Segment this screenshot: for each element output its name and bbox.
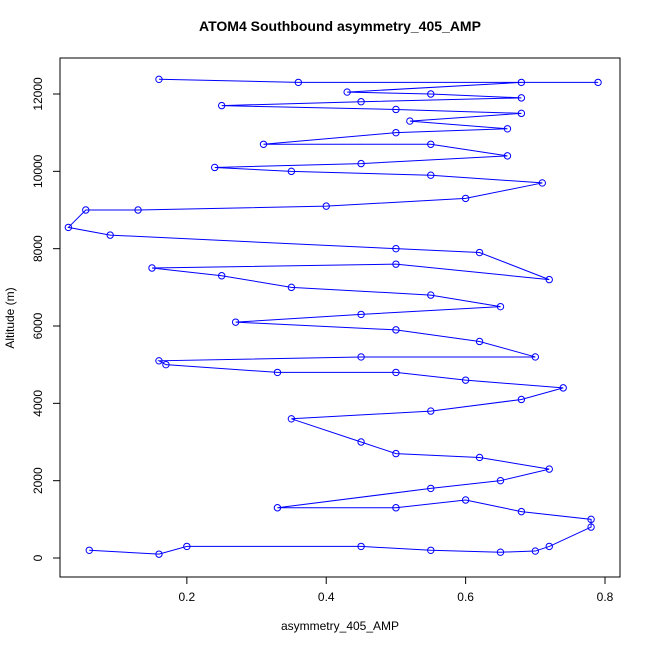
data-point (134, 206, 142, 214)
data-point (64, 223, 73, 232)
data-point (545, 542, 553, 551)
data-point (217, 101, 226, 110)
data-point (294, 78, 303, 87)
data-point (517, 395, 526, 404)
data-point (211, 163, 219, 172)
data-point (427, 90, 435, 98)
data-point (162, 360, 170, 369)
data-point (496, 548, 505, 556)
data-point (531, 353, 540, 361)
data-point (392, 326, 400, 334)
data-point (517, 507, 526, 516)
y-axis-label: Altitude (m) (3, 287, 17, 348)
data-point (259, 140, 268, 148)
data-point (322, 202, 330, 210)
data-point (357, 353, 365, 361)
data-point (273, 504, 282, 512)
data-point (106, 231, 114, 239)
data-point (427, 484, 435, 493)
data-point (461, 194, 470, 203)
y-tick-label: 10000 (31, 154, 45, 188)
data-point (517, 94, 526, 102)
data-point (531, 547, 540, 555)
data-point (357, 310, 365, 319)
y-tick-label: 0 (31, 554, 45, 561)
data-point (392, 128, 400, 137)
data-point (287, 415, 296, 423)
x-tick-label: 0.8 (597, 590, 614, 604)
data-point (545, 465, 553, 473)
data-point (231, 318, 240, 326)
data-point (496, 476, 505, 485)
data-point (85, 546, 93, 554)
data-point (287, 167, 296, 176)
data-point (343, 88, 351, 96)
data-point (496, 302, 505, 311)
data-point (427, 546, 435, 554)
data-point (357, 159, 365, 168)
chart-title: ATOM4 Southbound asymmetry_405_AMP (199, 18, 481, 34)
data-point (517, 109, 526, 118)
data-point (148, 264, 156, 272)
data-point (475, 337, 484, 346)
plot-frame (59, 57, 621, 578)
data-point (594, 78, 602, 87)
data-point (503, 125, 512, 133)
data-point (427, 407, 435, 415)
data-point (82, 206, 90, 214)
y-tick-label: 2000 (31, 467, 45, 494)
data-point (427, 140, 435, 148)
y-tick-label: 12000 (31, 77, 45, 111)
data-point (427, 171, 435, 179)
data-point (217, 272, 226, 280)
data-point (503, 152, 512, 160)
data-point (406, 117, 414, 125)
data-point (392, 449, 400, 458)
data-point (392, 260, 400, 268)
data-point (357, 98, 365, 106)
data-point (427, 291, 435, 299)
data-point (392, 504, 400, 512)
data-point (155, 357, 163, 365)
x-tick-label: 0.2 (179, 590, 196, 604)
data-point (517, 78, 526, 87)
data-point (183, 542, 191, 551)
data-point (461, 496, 470, 504)
y-tick-label: 8000 (31, 235, 45, 262)
data-point (392, 368, 400, 377)
data-point (357, 438, 365, 446)
data-point (587, 515, 595, 524)
y-tick-label: 6000 (31, 312, 45, 339)
data-point (475, 248, 484, 257)
data-point (155, 550, 163, 558)
x-axis-label: asymmetry_405_AMP (281, 619, 399, 633)
data-point (357, 542, 365, 551)
y-tick-label: 4000 (31, 390, 45, 417)
data-point (392, 244, 400, 253)
data-point (587, 523, 595, 531)
data-point (273, 368, 282, 377)
data-point (461, 376, 470, 384)
x-tick-label: 0.6 (457, 590, 474, 604)
data-point (392, 105, 400, 114)
data-point (559, 384, 567, 392)
data-line (67, 78, 599, 555)
data-point (155, 75, 163, 84)
data-point (545, 275, 553, 284)
x-tick-label: 0.4 (318, 590, 335, 604)
data-point (538, 179, 546, 187)
data-point (475, 453, 484, 462)
data-point (287, 283, 296, 292)
